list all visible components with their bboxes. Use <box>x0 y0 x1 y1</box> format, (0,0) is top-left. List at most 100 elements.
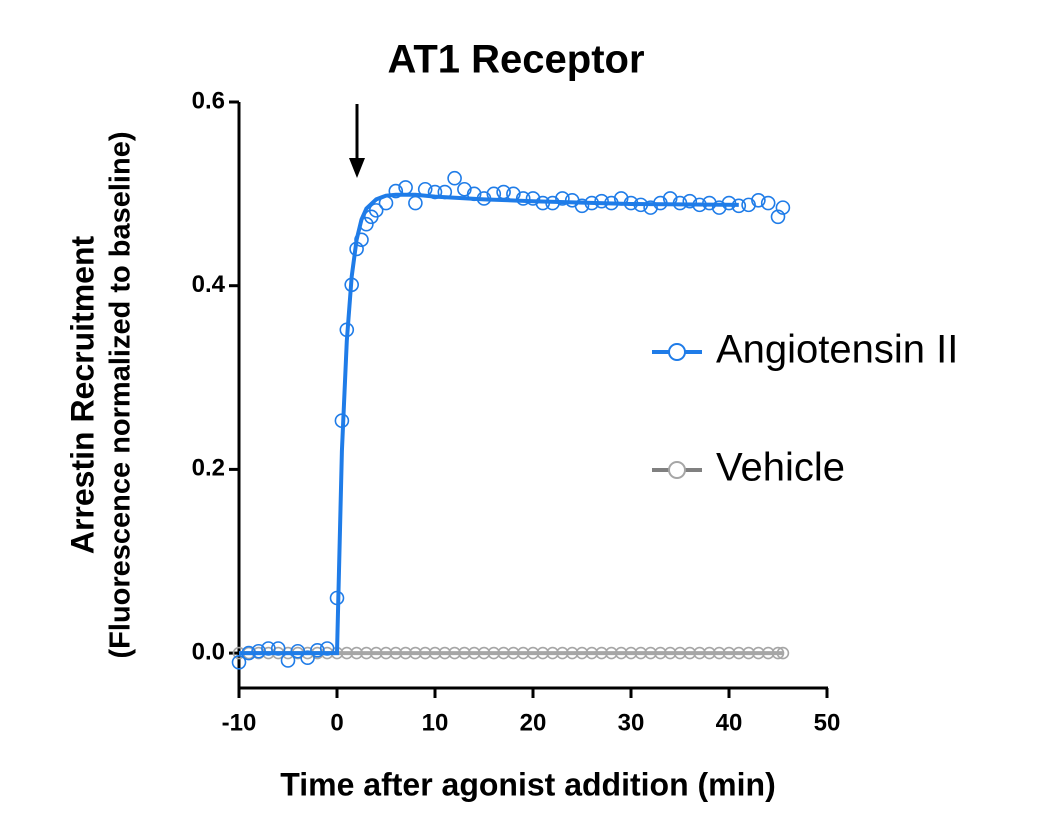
data-point <box>349 241 364 257</box>
data-point <box>546 646 559 660</box>
data-point <box>662 191 678 206</box>
data-point <box>319 641 335 656</box>
data-point <box>310 643 325 658</box>
data-point <box>545 195 560 211</box>
data-point <box>334 413 350 429</box>
data-point <box>556 646 569 660</box>
data-point <box>378 195 394 211</box>
data-point <box>623 195 639 211</box>
data-point <box>270 641 286 656</box>
data-point <box>525 191 541 206</box>
data-point <box>535 195 551 211</box>
data-point <box>776 646 790 660</box>
data-point <box>448 646 461 660</box>
data-point <box>368 203 384 218</box>
data-point <box>760 195 776 211</box>
data-point <box>555 191 570 206</box>
data-point <box>605 646 618 660</box>
data-point <box>487 646 501 660</box>
data-point <box>389 646 403 660</box>
data-point <box>536 646 550 660</box>
data-point <box>683 646 697 660</box>
data-point <box>732 646 746 660</box>
data-point <box>399 646 412 660</box>
data-point <box>633 197 649 213</box>
data-point <box>682 193 698 209</box>
data-point <box>497 646 510 660</box>
data-point <box>761 646 775 660</box>
data-point <box>344 277 360 293</box>
data-point <box>428 646 442 660</box>
data-point <box>251 643 266 659</box>
data-point <box>672 195 688 211</box>
data-point <box>721 195 737 211</box>
data-point <box>477 646 491 660</box>
data-point <box>751 192 766 208</box>
data-point <box>398 180 413 195</box>
x-tick-label: 40 <box>716 709 743 736</box>
x-tick-label: 20 <box>520 709 547 736</box>
data-point <box>643 200 658 215</box>
data-point <box>388 183 404 199</box>
data-point <box>741 197 756 213</box>
data-point <box>507 646 520 660</box>
data-point <box>692 197 707 213</box>
x-tick-label: 10 <box>422 709 449 736</box>
data-point <box>515 191 531 206</box>
y-axis-label: (Fluorescence normalized to baseline) <box>105 132 137 659</box>
x-tick-label: -10 <box>222 709 257 736</box>
data-point <box>771 646 785 660</box>
data-point <box>418 646 432 660</box>
data-point <box>702 195 717 211</box>
data-point <box>280 653 296 668</box>
data-point <box>526 646 540 660</box>
x-tick-label: 50 <box>814 709 841 736</box>
data-point <box>496 184 511 200</box>
data-point <box>594 193 609 209</box>
data-point <box>360 646 373 660</box>
data-point <box>693 646 706 660</box>
x-tick-label: 0 <box>330 709 343 736</box>
x-tick-label: 30 <box>618 709 645 736</box>
data-point <box>408 195 423 211</box>
data-point <box>663 646 677 660</box>
data-point <box>722 646 736 660</box>
chart-title: AT1 Receptor <box>387 38 644 82</box>
legend-label: Angiotensin II <box>716 328 958 372</box>
y-axis-label: Arrestin Recruitment <box>64 236 100 555</box>
data-point <box>604 195 619 211</box>
data-point <box>339 322 355 338</box>
data-point <box>614 646 628 660</box>
data-point <box>261 641 276 656</box>
data-point <box>379 646 393 660</box>
data-point <box>613 191 629 206</box>
data-point <box>369 646 383 660</box>
data-point <box>775 200 791 215</box>
data-point <box>752 646 765 660</box>
data-point <box>654 646 667 660</box>
data-point <box>231 654 247 670</box>
data-point <box>437 184 453 200</box>
data-point <box>584 195 600 211</box>
y-tick-label: 0.4 <box>192 271 226 298</box>
arrow-head <box>349 158 365 178</box>
data-point <box>486 186 502 202</box>
legend-marker <box>668 343 686 361</box>
fit-line <box>239 192 739 656</box>
data-point <box>427 184 443 200</box>
data-point <box>300 650 315 665</box>
data-point <box>731 198 747 214</box>
x-axis-label: Time after agonist addition (min) <box>280 766 775 802</box>
data-point <box>457 181 472 197</box>
data-point <box>467 646 481 660</box>
data-point <box>703 646 716 660</box>
data-point <box>516 646 530 660</box>
data-point <box>241 645 257 661</box>
data-point <box>585 646 599 660</box>
data-point <box>350 646 363 660</box>
legend-marker <box>668 461 686 479</box>
data-point <box>712 646 726 660</box>
y-tick-label: 0.0 <box>192 638 225 665</box>
data-point <box>409 646 422 660</box>
